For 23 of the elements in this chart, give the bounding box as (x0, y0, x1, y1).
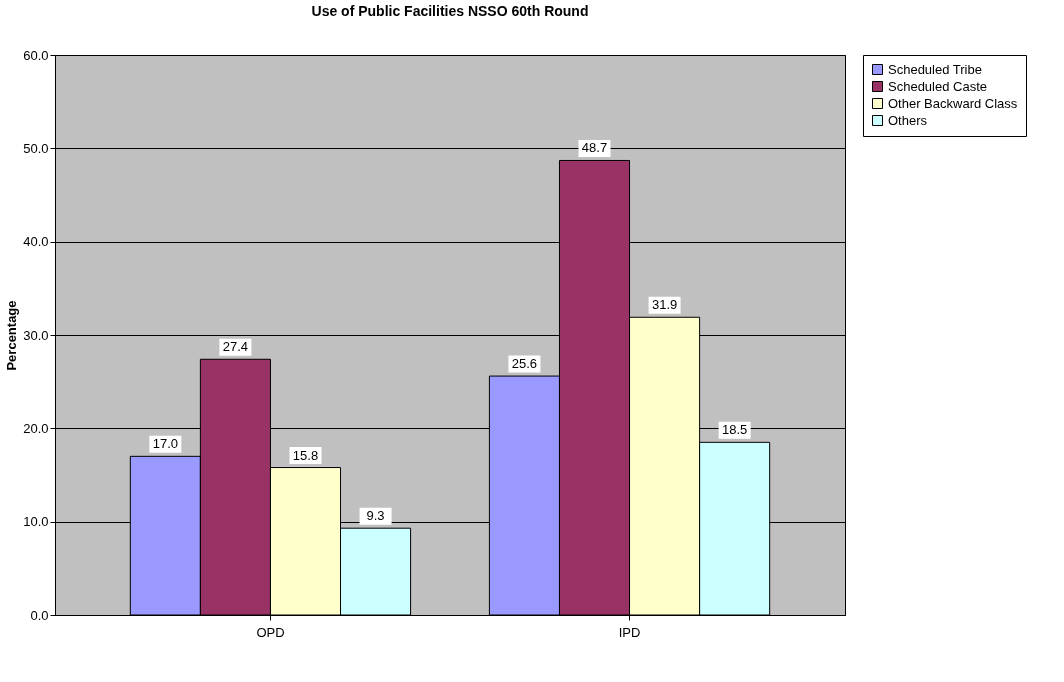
x-tick-label: IPD (618, 624, 641, 640)
y-tick-label: 60.0 (23, 47, 49, 63)
y-tick-label: 50.0 (23, 140, 49, 156)
y-tick-label: 0.0 (30, 607, 49, 623)
y-tick-label: 40.0 (23, 234, 49, 250)
data-label: 17.0 (152, 436, 179, 452)
chart-title: Use of Public Facilities NSSO 60th Round (311, 3, 589, 19)
x-tick-label: OPD (256, 624, 285, 640)
data-label: 25.6 (511, 356, 538, 372)
legend-label: Scheduled Tribe (888, 61, 982, 77)
data-label: 27.4 (222, 339, 249, 355)
y-tick-label: 30.0 (23, 327, 49, 343)
data-label: 31.9 (651, 297, 678, 313)
data-label: 15.8 (292, 447, 319, 463)
y-tick-label: 20.0 (23, 420, 49, 436)
data-label: 48.7 (581, 140, 608, 156)
y-tick-label: 10.0 (23, 514, 49, 530)
y-axis-title: Percentage (4, 300, 20, 371)
legend-label: Scheduled Caste (888, 78, 988, 94)
legend-label: Others (888, 112, 928, 128)
legend-label: Other Backward Class (888, 95, 1018, 111)
data-label: 18.5 (721, 422, 748, 438)
data-label: 9.3 (366, 508, 385, 524)
